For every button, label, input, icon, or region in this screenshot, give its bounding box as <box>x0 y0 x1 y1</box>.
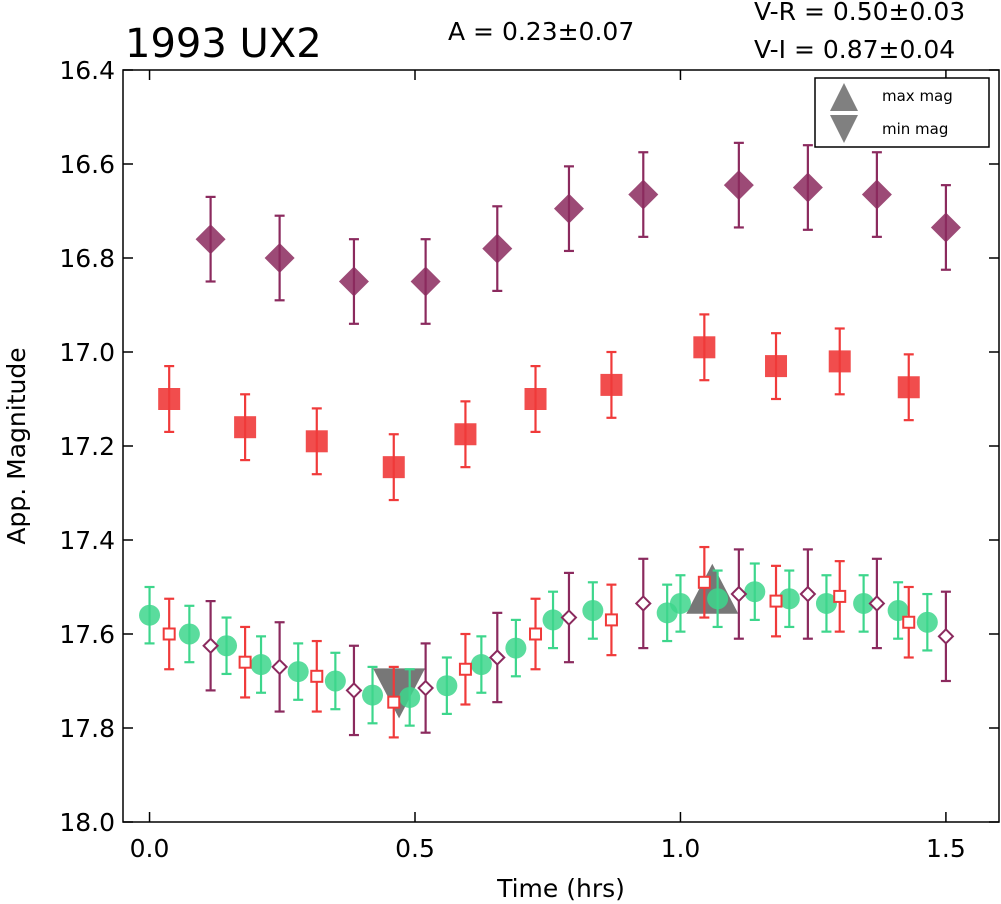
point-1-0 <box>158 388 181 410</box>
point-0-10 <box>930 212 961 243</box>
point-4-3 <box>417 679 435 697</box>
plot-frame <box>122 69 1000 823</box>
point-2-4 <box>287 661 309 683</box>
point-2-16 <box>744 581 766 603</box>
legend: max mag min mag <box>814 77 990 148</box>
point-0-7 <box>723 170 754 201</box>
point-4-6 <box>634 595 652 612</box>
point-0-6 <box>628 179 659 210</box>
point-2-17 <box>778 588 800 610</box>
point-1-7 <box>693 336 716 359</box>
point-4-8 <box>799 585 817 603</box>
point-2-6 <box>362 684 384 706</box>
point-4-1 <box>271 658 289 676</box>
point-0-5 <box>553 193 584 224</box>
point-0-1 <box>264 243 295 273</box>
point-2-21 <box>916 611 938 633</box>
point-3-3 <box>387 695 401 709</box>
point-2-3 <box>250 654 272 676</box>
point-3-10 <box>902 615 916 629</box>
y-tick-label-1: 16.6 <box>59 150 115 179</box>
point-3-1 <box>238 655 252 669</box>
v-r-annotation: V-R = 0.50±0.03 <box>754 0 965 26</box>
point-0-4 <box>482 233 513 264</box>
amplitude-annotation: A = 0.23±0.07 <box>448 17 634 46</box>
series-0 <box>195 141 961 325</box>
point-3-7 <box>697 575 711 589</box>
point-2-2 <box>216 635 238 657</box>
point-3-4 <box>458 662 472 676</box>
v-i-annotation: V-I = 0.87±0.04 <box>754 35 955 64</box>
legend-min-mag-label: min mag <box>882 120 948 138</box>
point-1-2 <box>305 430 328 453</box>
y-tick-label-8: 18.0 <box>59 808 115 837</box>
point-0-9 <box>861 179 892 210</box>
point-4-2 <box>345 681 363 699</box>
point-4-7 <box>730 585 748 603</box>
point-2-5 <box>324 670 346 692</box>
point-4-4 <box>488 649 506 666</box>
point-2-12 <box>582 600 604 621</box>
data-series <box>139 141 961 739</box>
point-1-1 <box>234 416 257 439</box>
point-2-9 <box>470 654 492 676</box>
chart-title: 1993 UX2 <box>125 21 322 67</box>
point-2-15 <box>707 588 729 610</box>
point-0-2 <box>338 266 369 297</box>
point-0-8 <box>792 172 823 203</box>
point-2-0 <box>139 604 161 626</box>
point-2-7 <box>399 686 421 708</box>
x-tick-label-0: 0.0 <box>130 834 170 863</box>
point-4-9 <box>868 595 886 612</box>
y-tick-label-6: 17.6 <box>59 620 115 649</box>
y-tick-label-4: 17.2 <box>59 432 115 461</box>
point-1-3 <box>382 456 405 479</box>
series-1 <box>158 313 920 502</box>
point-1-10 <box>897 376 920 399</box>
point-2-14 <box>669 592 691 614</box>
y-axis-label: App. Magnitude <box>2 347 31 544</box>
point-3-6 <box>604 613 618 627</box>
point-2-11 <box>542 609 564 631</box>
point-3-0 <box>162 627 176 641</box>
point-3-5 <box>529 627 543 641</box>
point-4-10 <box>937 627 955 645</box>
axis-ticks: 0.0 0.5 1.0 1.5 16.4 16.6 16.8 17.0 17.2 17.4 17.6… <box>59 56 999 863</box>
legend-max-mag-marker <box>830 83 858 111</box>
legend-min-mag-marker <box>830 115 858 143</box>
point-2-8 <box>436 675 458 697</box>
point-1-8 <box>765 355 788 378</box>
y-tick-label-5: 17.4 <box>59 526 115 555</box>
point-4-5 <box>560 609 578 626</box>
point-2-19 <box>853 592 875 614</box>
point-1-5 <box>524 388 547 410</box>
point-0-3 <box>410 266 441 297</box>
point-2-18 <box>815 592 837 614</box>
point-3-2 <box>310 669 324 683</box>
point-3-8 <box>769 594 783 608</box>
point-2-1 <box>178 623 200 645</box>
point-0-0 <box>195 224 226 255</box>
y-tick-label-2: 16.8 <box>59 244 115 273</box>
legend-max-mag-label: max mag <box>882 87 953 105</box>
x-tick-label-2: 1.0 <box>661 834 701 863</box>
x-tick-label-3: 1.5 <box>926 834 966 863</box>
y-tick-label-0: 16.4 <box>59 56 115 85</box>
y-tick-label-3: 17.0 <box>59 338 115 367</box>
y-tick-label-7: 17.8 <box>59 714 115 743</box>
point-1-9 <box>828 350 851 373</box>
point-1-4 <box>454 423 477 446</box>
point-3-9 <box>833 589 847 603</box>
point-1-6 <box>600 373 623 396</box>
series-2 <box>139 562 938 727</box>
series-4 <box>202 548 955 737</box>
point-4-0 <box>202 637 220 655</box>
point-2-10 <box>505 637 527 659</box>
series-3 <box>162 545 916 739</box>
x-tick-label-1: 0.5 <box>395 834 435 863</box>
x-axis-label: Time (hrs) <box>496 874 625 903</box>
min-mag-marker <box>373 668 426 719</box>
